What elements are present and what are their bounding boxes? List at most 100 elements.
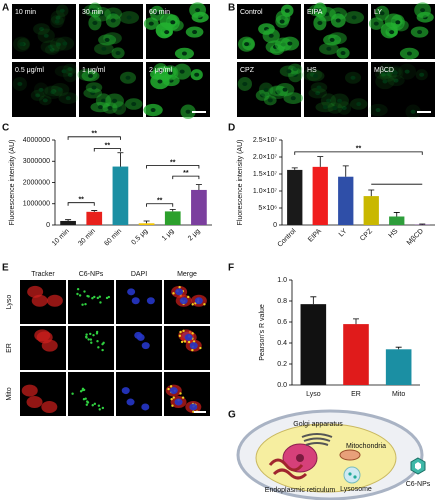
- cell-nucleus: [292, 72, 298, 77]
- np-signal: [179, 330, 182, 334]
- cell-nucleus: [286, 69, 292, 74]
- cell-nucleus: [268, 33, 274, 38]
- y-tick-label: 0.6: [277, 319, 287, 326]
- panel-letter: A: [2, 3, 9, 14]
- sig-label: **: [183, 170, 189, 177]
- sig-bracket: [172, 175, 200, 180]
- x-tick-label: 30 min: [77, 228, 97, 248]
- np-signal: [71, 392, 74, 395]
- np-signal: [85, 403, 89, 406]
- np-signal: [180, 340, 184, 344]
- cell-nucleus: [279, 19, 285, 24]
- cell-nucleus: [170, 20, 176, 25]
- np-signal: [98, 295, 102, 298]
- cell-nucleus: [373, 21, 379, 26]
- cell-nucleus: [17, 81, 23, 86]
- cell-nucleus: [104, 37, 110, 42]
- tracker-signal: [41, 400, 58, 413]
- cell-nucleus: [335, 18, 341, 23]
- cell-nucleus: [57, 87, 63, 92]
- sig-bracket: [294, 151, 423, 155]
- sig-label: **: [157, 198, 163, 205]
- cell-nucleus: [179, 69, 185, 74]
- np-signal: [78, 294, 82, 297]
- cell-nucleus: [148, 21, 154, 26]
- dapi-signal: [136, 333, 145, 341]
- cell-nucleus: [89, 8, 95, 13]
- np-signal: [191, 348, 194, 352]
- y-tick-label: 0.0: [277, 382, 287, 389]
- cell-nucleus: [90, 91, 96, 96]
- np-signal: [101, 348, 104, 352]
- cell-nucleus: [158, 68, 164, 73]
- x-tick-label: 0.5 μg: [130, 228, 149, 247]
- er: [268, 458, 308, 480]
- np-signal: [105, 296, 109, 300]
- y-tick-label: 0.2: [277, 361, 287, 368]
- bar: [60, 220, 76, 225]
- sig-label: **: [78, 197, 84, 204]
- panel-letter: B: [228, 3, 235, 14]
- micrograph: [68, 372, 114, 416]
- np-signal: [76, 292, 79, 296]
- error-bar: [353, 318, 359, 325]
- cell-nucleus: [393, 78, 399, 83]
- cell-nucleus: [260, 93, 266, 98]
- sig-bracket: [67, 136, 121, 140]
- image-label: MβCD: [374, 67, 394, 74]
- tracker-signal: [41, 339, 58, 352]
- cell-nucleus: [91, 85, 97, 90]
- image-label: CPZ: [240, 67, 255, 74]
- y-tick-label: 4000000: [23, 137, 50, 144]
- row-label: Mito: [6, 387, 13, 400]
- cell-nucleus: [404, 69, 410, 74]
- cell-nucleus: [282, 87, 288, 92]
- dapi-signal: [127, 288, 136, 296]
- micrograph: [371, 62, 435, 117]
- golgi: [301, 433, 333, 446]
- dapi-signal: [146, 297, 155, 305]
- np-signal: [107, 295, 111, 299]
- dapi-signal: [184, 333, 193, 341]
- np-signal: [83, 290, 86, 293]
- image-label: Control: [240, 9, 263, 16]
- cell-nucleus: [325, 98, 331, 103]
- image-label: 1 μg/ml: [82, 67, 106, 74]
- cell-nucleus: [316, 85, 322, 90]
- cell-nucleus: [267, 98, 273, 103]
- np-signal: [199, 346, 202, 350]
- np-signal: [183, 340, 187, 343]
- np-signal: [99, 301, 102, 304]
- cell-nucleus: [38, 87, 44, 92]
- cell-nucleus: [326, 46, 332, 51]
- tracker-signal: [21, 384, 38, 397]
- error-bar: [368, 189, 375, 197]
- y-tick-label: 0.4: [277, 340, 287, 347]
- cell-nucleus: [313, 73, 319, 78]
- cell-nucleus: [125, 75, 131, 80]
- np-signal: [84, 302, 87, 306]
- image-label: 2 μg/ml: [149, 67, 173, 74]
- dapi-signal: [121, 387, 130, 395]
- cell-nucleus: [195, 8, 201, 13]
- cell-nucleus: [50, 90, 56, 95]
- bar: [138, 223, 155, 225]
- sig-label: **: [92, 131, 98, 138]
- dapi-signal: [141, 342, 150, 350]
- image-label: HS: [307, 67, 317, 74]
- np-signal: [97, 346, 100, 349]
- cell-nucleus: [100, 98, 106, 103]
- cell-nucleus: [167, 70, 173, 75]
- y-tick-label: 1.0: [277, 277, 287, 284]
- cell-nucleus: [97, 105, 103, 110]
- row-label: ER: [6, 343, 13, 353]
- np: [348, 472, 352, 476]
- panel-g-art: [236, 409, 426, 500]
- np-signal: [89, 332, 92, 336]
- np-signal: [96, 296, 100, 300]
- cell-nucleus: [417, 30, 423, 35]
- image-label: 10 min: [15, 9, 36, 16]
- y-tick-label: 0: [46, 222, 50, 229]
- np-signal: [93, 295, 96, 299]
